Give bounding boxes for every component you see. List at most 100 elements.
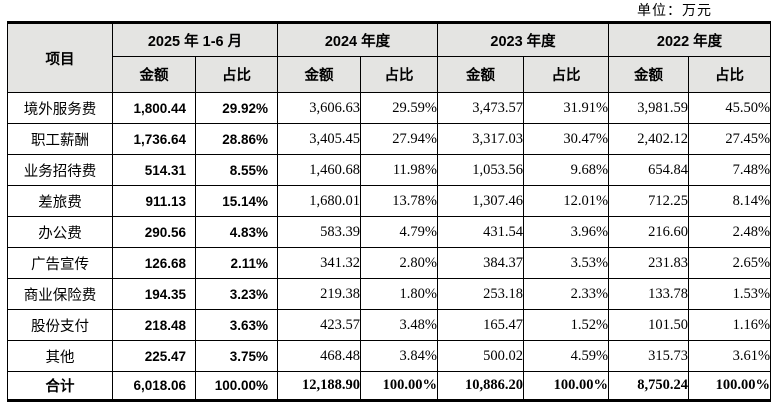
cell: 45.50% xyxy=(688,92,772,124)
cell: 2.33% xyxy=(523,278,610,310)
cell: 8.14% xyxy=(688,185,772,217)
cell: 27.45% xyxy=(688,123,772,155)
cell: 1.52% xyxy=(523,309,610,341)
header-period-2024: 2024 年度 xyxy=(276,22,439,57)
cell: 1,680.01 xyxy=(277,185,361,217)
cell: 1,460.68 xyxy=(277,154,361,186)
cell: 2.11% xyxy=(195,247,278,279)
header-item: 项目 xyxy=(7,22,113,93)
cell: 7.48% xyxy=(688,154,772,186)
cell: 3.48% xyxy=(359,309,439,341)
cell: 431.54 xyxy=(437,216,525,248)
cell: 194.35 xyxy=(112,278,196,310)
cell: 100.00% xyxy=(359,371,439,401)
header-ratio-2023: 占比 xyxy=(523,56,610,93)
cell: 3,405.45 xyxy=(277,123,361,155)
cell: 133.78 xyxy=(608,278,690,310)
table-row: 办公费 290.56 4.83% 583.39 4.79% 431.54 3.96% 216.… xyxy=(7,216,772,248)
cell: 3,981.59 xyxy=(608,92,690,124)
cell: 100.00% xyxy=(688,371,772,401)
expense-table: 项目 2025 年 1-6 月 2024 年度 2023 年度 2022 年度 … xyxy=(7,21,772,402)
table-row: 境外服务费 1,800.44 29.92% 3,606.63 29.59% 3,473.5… xyxy=(7,92,772,124)
cell: 6,018.06 xyxy=(112,371,196,401)
cell: 2,402.12 xyxy=(608,123,690,155)
row-label: 合计 xyxy=(7,371,113,401)
cell: 2.65% xyxy=(688,247,772,279)
cell: 4.83% xyxy=(195,216,278,248)
cell: 3.61% xyxy=(688,340,772,372)
cell: 712.25 xyxy=(608,185,690,217)
table-row: 商业保险费 194.35 3.23% 219.38 1.80% 253.18 2.33% 13… xyxy=(7,278,772,310)
cell: 2.48% xyxy=(688,216,772,248)
cell: 1.16% xyxy=(688,309,772,341)
cell: 1,307.46 xyxy=(437,185,525,217)
cell: 28.86% xyxy=(195,123,278,155)
table-row: 其他 225.47 3.75% 468.48 3.84% 500.02 4.59% 315.7… xyxy=(7,340,772,372)
cell: 100.00% xyxy=(523,371,610,401)
header-amount-2024: 金额 xyxy=(277,56,361,93)
cell: 216.60 xyxy=(608,216,690,248)
table-body: 境外服务费 1,800.44 29.92% 3,606.63 29.59% 3,473.5… xyxy=(7,92,772,401)
cell: 1,800.44 xyxy=(112,92,196,124)
header-period-2025: 2025 年 1-6 月 xyxy=(112,22,278,57)
cell: 3.53% xyxy=(523,247,610,279)
header-amount-2023: 金额 xyxy=(437,56,525,93)
cell: 911.13 xyxy=(112,185,196,217)
table-row: 股份支付 218.48 3.63% 423.57 3.48% 165.47 1.52% 101… xyxy=(7,309,772,341)
cell: 3.63% xyxy=(195,309,278,341)
cell: 165.47 xyxy=(437,309,525,341)
table-row: 差旅费 911.13 15.14% 1,680.01 13.78% 1,307.46 12.… xyxy=(7,185,772,217)
cell: 11.98% xyxy=(359,154,439,186)
cell: 12.01% xyxy=(523,185,610,217)
header-ratio-2025: 占比 xyxy=(195,56,278,93)
cell: 654.84 xyxy=(608,154,690,186)
cell: 12,188.90 xyxy=(277,371,361,401)
row-label: 股份支付 xyxy=(7,309,113,341)
cell: 253.18 xyxy=(437,278,525,310)
cell: 3,606.63 xyxy=(277,92,361,124)
row-label: 办公费 xyxy=(7,216,113,248)
row-label: 业务招待费 xyxy=(7,154,113,186)
cell: 315.73 xyxy=(608,340,690,372)
cell: 31.91% xyxy=(523,92,610,124)
cell: 1.53% xyxy=(688,278,772,310)
cell: 8,750.24 xyxy=(608,371,690,401)
row-label: 广告宣传 xyxy=(7,247,113,279)
header-amount-2022: 金额 xyxy=(608,56,690,93)
cell: 126.68 xyxy=(112,247,196,279)
header-ratio-2024: 占比 xyxy=(359,56,439,93)
cell: 3,317.03 xyxy=(437,123,525,155)
row-label: 其他 xyxy=(7,340,113,372)
unit-label: 单位：万元 xyxy=(637,4,712,19)
cell: 231.83 xyxy=(608,247,690,279)
cell: 218.48 xyxy=(112,309,196,341)
row-label: 商业保险费 xyxy=(7,278,113,310)
cell: 13.78% xyxy=(359,185,439,217)
table-row: 广告宣传 126.68 2.11% 341.32 2.80% 384.37 3.53% 231… xyxy=(7,247,772,279)
cell: 514.31 xyxy=(112,154,196,186)
table-header: 项目 2025 年 1-6 月 2024 年度 2023 年度 2022 年度 … xyxy=(7,22,772,93)
cell: 9.68% xyxy=(523,154,610,186)
table-row: 业务招待费 514.31 8.55% 1,460.68 11.98% 1,053.56 9.… xyxy=(7,154,772,186)
cell: 29.92% xyxy=(195,92,278,124)
header-amount-2025: 金额 xyxy=(112,56,196,93)
row-label: 差旅费 xyxy=(7,185,113,217)
cell: 27.94% xyxy=(359,123,439,155)
cell: 3.84% xyxy=(359,340,439,372)
table-row: 职工薪酬 1,736.64 28.86% 3,405.45 27.94% 3,317.03… xyxy=(7,123,772,155)
cell: 100.00% xyxy=(195,371,278,401)
cell: 583.39 xyxy=(277,216,361,248)
cell: 10,886.20 xyxy=(437,371,525,401)
cell: 2.80% xyxy=(359,247,439,279)
cell: 29.59% xyxy=(359,92,439,124)
cell: 1,736.64 xyxy=(112,123,196,155)
cell: 15.14% xyxy=(195,185,278,217)
cell: 341.32 xyxy=(277,247,361,279)
cell: 3.75% xyxy=(195,340,278,372)
cell: 101.50 xyxy=(608,309,690,341)
cell: 3,473.57 xyxy=(437,92,525,124)
cell: 8.55% xyxy=(195,154,278,186)
cell: 423.57 xyxy=(277,309,361,341)
cell: 219.38 xyxy=(277,278,361,310)
